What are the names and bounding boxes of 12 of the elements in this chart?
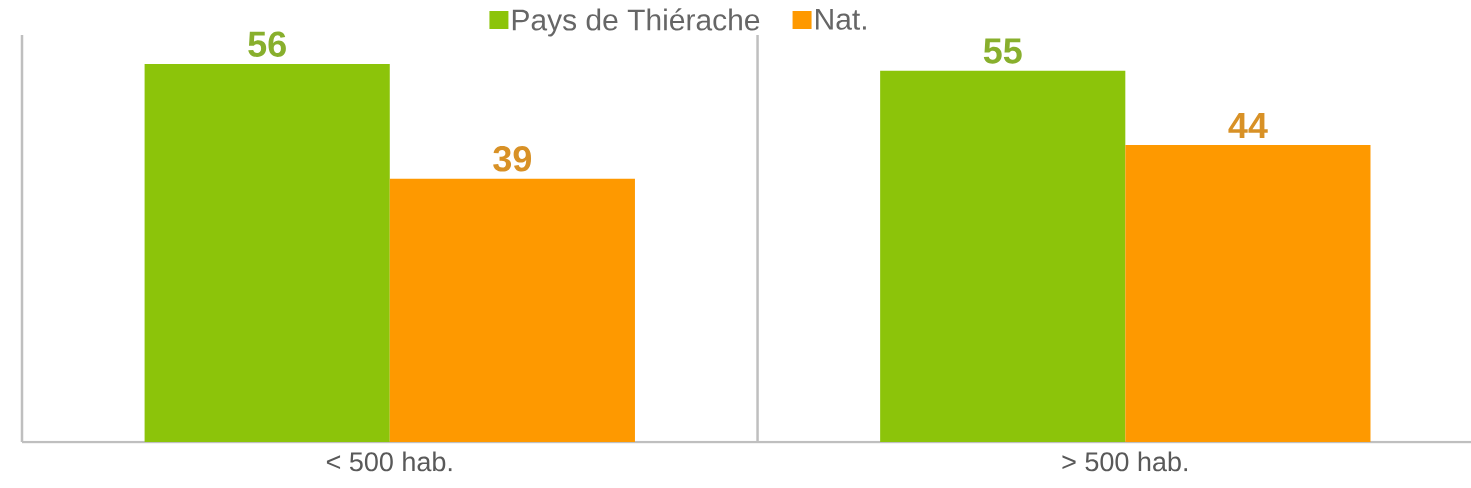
data-label: 56	[248, 31, 286, 57]
bar	[880, 70, 1126, 442]
data-label: 39	[493, 146, 532, 172]
bar	[144, 64, 390, 442]
legend-label: Pays de Thiérache	[512, 8, 760, 37]
data-label: 44	[1228, 113, 1268, 138]
bar	[1125, 145, 1371, 442]
legend-label: Nat.	[816, 8, 866, 30]
x-tick-label: < 500 hab.	[326, 451, 452, 472]
data-label: 55	[983, 38, 1022, 64]
x-tick-label: > 500 hab.	[1062, 451, 1187, 472]
bar	[389, 178, 635, 442]
